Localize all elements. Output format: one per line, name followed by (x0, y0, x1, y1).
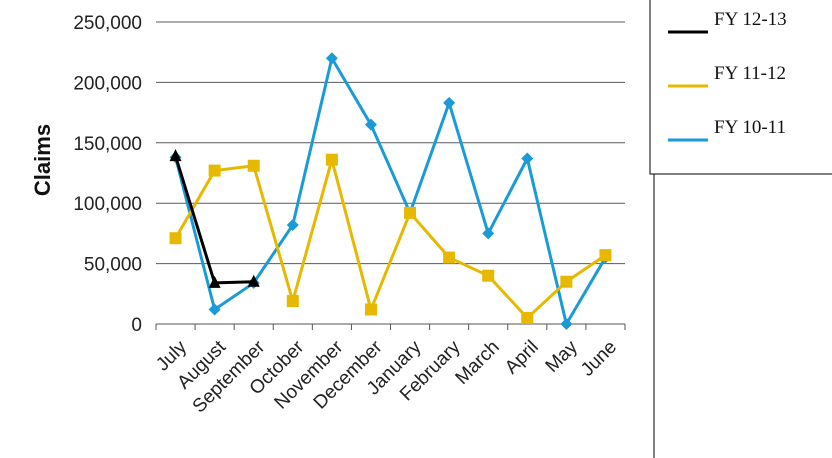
y-tick-label: 150,000 (73, 134, 142, 155)
data-point (169, 149, 182, 162)
data-point (560, 275, 573, 288)
data-point (286, 218, 299, 231)
series-line (174, 158, 607, 320)
data-point (208, 275, 221, 288)
x-tick-label: April (501, 337, 543, 379)
data-point (247, 159, 260, 172)
data-point (599, 249, 612, 262)
y-axis-label: Claims (30, 124, 55, 196)
data-point (169, 232, 182, 245)
legend-label: FY 10-11 (714, 117, 786, 138)
data-point (208, 303, 221, 316)
legend-label: FY 12-13 (714, 9, 787, 30)
data-point (364, 303, 377, 316)
series-fy-10-11 (169, 52, 612, 330)
data-point (247, 274, 260, 287)
y-tick-label: 200,000 (73, 73, 142, 94)
series-line (174, 56, 607, 326)
series-fy-12-13 (169, 149, 260, 288)
x-tick-label: May (542, 336, 583, 377)
data-point (560, 318, 573, 330)
y-axis-ticks: 0 50,000 100,000 150,000 200,000 250,000 (73, 13, 142, 336)
y-tick-label: 250,000 (73, 13, 142, 34)
data-point (521, 311, 534, 324)
y-tick-label: 50,000 (84, 255, 142, 276)
data-point (443, 96, 456, 109)
data-point (325, 153, 338, 166)
data-point (404, 206, 417, 219)
grid-lines (156, 21, 625, 265)
data-point (443, 251, 456, 264)
series-fy-11-12 (169, 153, 612, 324)
x-tick-label: March (452, 337, 504, 389)
y-tick-label: 0 (131, 315, 142, 336)
data-point (286, 295, 299, 308)
data-point (482, 269, 495, 282)
data-point (208, 164, 221, 177)
data-point (521, 152, 534, 165)
series-layer (169, 52, 612, 330)
data-point (364, 118, 377, 131)
x-tick-label: June (577, 337, 621, 381)
legend-label: FY 11-12 (714, 63, 786, 84)
legend: FY 12-13 FY 11-12 FY 10-11 (649, 0, 832, 458)
x-axis-ticks: JulyAugustSeptemberOctoberNovemberDecemb… (152, 324, 626, 417)
y-tick-label: 100,000 (73, 194, 142, 215)
data-point (325, 52, 338, 65)
data-point (482, 227, 495, 240)
